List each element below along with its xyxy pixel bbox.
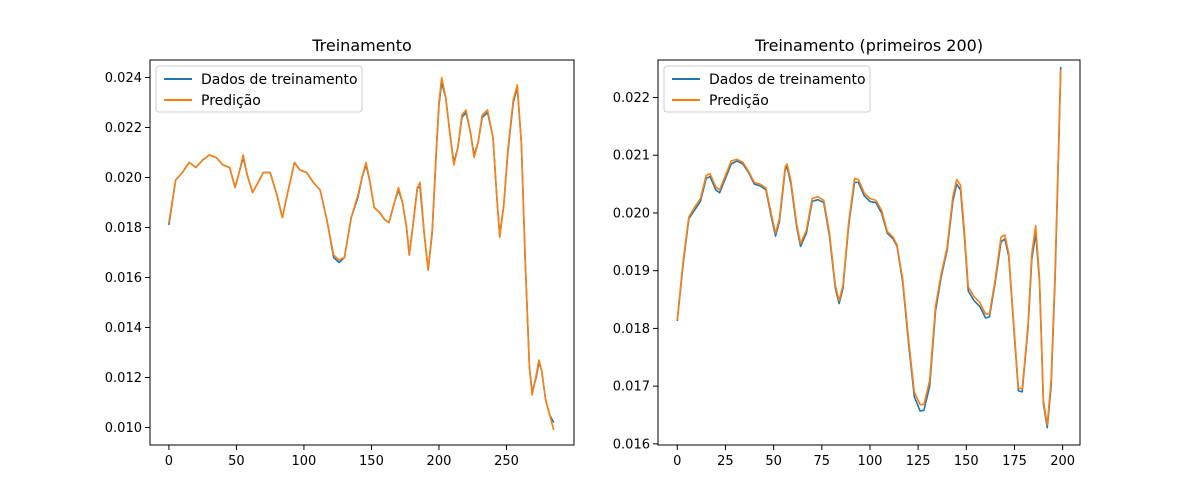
y-tick-label: 0.019 <box>613 264 650 279</box>
y-tick-label: 0.012 <box>105 371 142 386</box>
y-tick-label: 0.014 <box>105 321 142 336</box>
x-tick-label: 100 <box>858 454 883 469</box>
plot-frame <box>657 59 1081 446</box>
chart-title: Treinamento (primeiros 200) <box>754 36 983 55</box>
legend-label: Dados de treinamento <box>201 72 358 88</box>
chart-training-first-200: Treinamento (primeiros 200) 0 25 50 75 100 125… <box>613 36 1081 469</box>
series-line-prediction <box>168 76 555 431</box>
x-tick-label: 50 <box>765 454 782 469</box>
x-tick-label: 200 <box>427 454 452 469</box>
plot-frame <box>149 59 575 446</box>
x-tick-label: 150 <box>359 454 384 469</box>
x-tick-label: 200 <box>1050 454 1075 469</box>
x-tick-label: 25 <box>717 454 734 469</box>
chart-title: Treinamento <box>311 36 412 55</box>
x-tick-label: 150 <box>954 454 979 469</box>
y-tick-label: 0.020 <box>613 206 650 221</box>
x-tick-label: 175 <box>1002 454 1027 469</box>
series-line-prediction <box>676 69 1062 426</box>
y-tick-label: 0.024 <box>105 71 142 86</box>
y-tick-label: 0.018 <box>613 322 650 337</box>
y-tick-label: 0.020 <box>105 171 142 186</box>
legend-box <box>663 65 871 113</box>
y-tick-label: 0.021 <box>613 149 650 164</box>
legend-label: Dados de treinamento <box>709 72 866 88</box>
y-tick-label: 0.017 <box>613 380 650 395</box>
legend-label: Predição <box>201 93 261 109</box>
x-tick-label: 50 <box>228 454 245 469</box>
y-tick-label: 0.016 <box>105 271 142 286</box>
legend: Dados de treinamento Predição <box>663 65 871 113</box>
y-tick-label: 0.016 <box>613 437 650 452</box>
x-tick-label: 250 <box>494 454 519 469</box>
x-tick-label: 125 <box>906 454 931 469</box>
legend: Dados de treinamento Predição <box>155 65 363 113</box>
x-tick-label: 75 <box>814 454 831 469</box>
y-tick-label: 0.010 <box>105 421 142 436</box>
legend-label: Predição <box>709 93 769 109</box>
y-tick-label: 0.022 <box>613 91 650 106</box>
x-tick-label: 100 <box>292 454 317 469</box>
y-tick-label: 0.022 <box>105 121 142 136</box>
x-tick-label: 0 <box>673 454 681 469</box>
y-tick-label: 0.018 <box>105 221 142 236</box>
legend-box <box>155 65 363 113</box>
x-tick-label: 0 <box>165 454 173 469</box>
chart-training: Treinamento 0 50 100 150 200 250 0.010 0.012 0.01… <box>105 36 575 469</box>
